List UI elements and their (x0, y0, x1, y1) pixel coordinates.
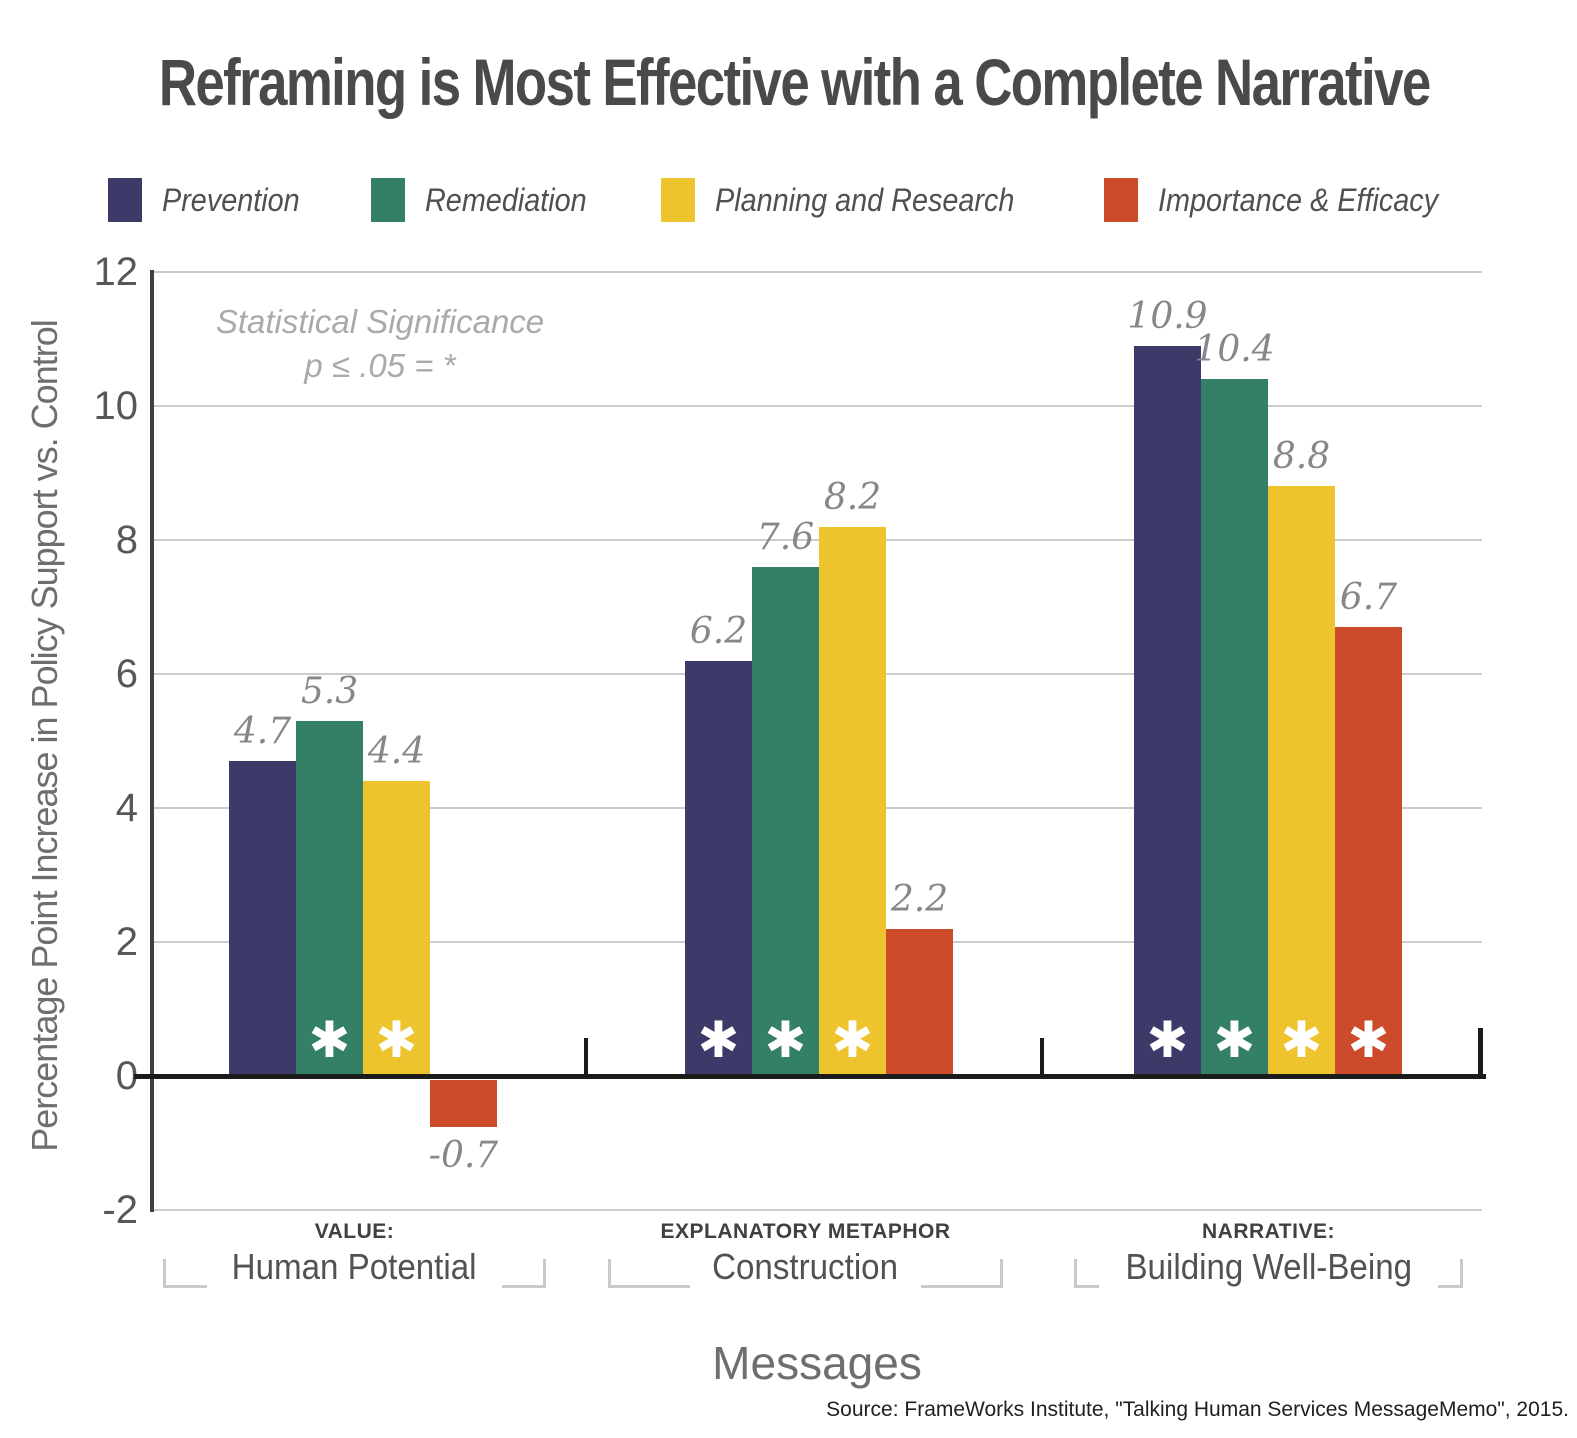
group-label: NARRATIVE: Building Well-Being (1074, 1220, 1464, 1288)
group-bracket-right (1438, 1258, 1464, 1288)
gridline (150, 405, 1482, 407)
bar-value-label: 10.9 (1127, 295, 1208, 337)
legend-label: Planning and Research (714, 181, 1015, 218)
group-kicker: EXPLANATORY METAPHOR (660, 1220, 951, 1243)
bar-value-label: -0.7 (428, 1134, 499, 1176)
x-axis-title: Messages (712, 1337, 922, 1389)
group-label-row: Building Well-Being (1074, 1246, 1464, 1288)
bar (886, 928, 953, 1076)
bar (296, 720, 363, 1076)
bar-value-label: 6.7 (1339, 577, 1398, 619)
y-tick-label: 6 (115, 652, 138, 696)
bar (363, 781, 430, 1076)
legend-swatch (1103, 178, 1138, 222)
bar-value-label: 8.8 (1272, 436, 1331, 478)
group-divider-tick (584, 1038, 588, 1074)
group-bracket-right (501, 1258, 546, 1288)
bar (1268, 486, 1335, 1076)
bar (819, 526, 886, 1076)
significance-note-line2: p ≤ .05 = * (304, 347, 456, 384)
bar (685, 660, 752, 1076)
group-bracket-right (920, 1258, 1004, 1288)
legend: Prevention Remediation Planning and Resear… (0, 178, 1577, 222)
y-tick-label: 0 (115, 1054, 138, 1098)
legend-label: Prevention (162, 181, 300, 218)
significance-asterisk: ✱ (308, 1011, 351, 1069)
group-name: Building Well-Being (1125, 1246, 1412, 1287)
group-bracket-left (608, 1258, 691, 1288)
significance-asterisk: ✱ (1146, 1011, 1189, 1069)
y-tick-label: 4 (115, 786, 138, 830)
bar (430, 1080, 497, 1127)
significance-asterisk: ✱ (697, 1011, 740, 1069)
legend-swatch (108, 178, 143, 222)
group-name: Human Potential (232, 1246, 477, 1287)
group-label: EXPLANATORY METAPHOR Construction (608, 1220, 1004, 1288)
bar (1335, 627, 1402, 1076)
group-divider-tick (1040, 1038, 1044, 1074)
gridline (150, 271, 1482, 273)
axis-end-tick (1478, 1028, 1483, 1074)
significance-asterisk: ✱ (1213, 1011, 1256, 1069)
legend-label: Importance & Efficacy (1157, 181, 1438, 218)
bar (1134, 345, 1201, 1076)
y-tick-label: -2 (102, 1188, 138, 1232)
bar-value-label: 5.3 (300, 670, 359, 712)
legend-item: Planning and Research (660, 178, 1048, 222)
significance-note: Statistical Significance p ≤ .05 = * (160, 300, 600, 388)
bar-value-label: 4.7 (233, 711, 292, 753)
gridline (150, 539, 1482, 541)
bar (1201, 379, 1268, 1076)
bar (752, 566, 819, 1076)
legend-swatch (371, 178, 406, 222)
significance-asterisk: ✱ (375, 1011, 418, 1069)
bar-value-label: 2.2 (890, 878, 949, 920)
bar-value-label: 7.6 (756, 516, 815, 558)
y-axis-line (150, 270, 154, 1212)
group-kicker: VALUE: (314, 1220, 395, 1243)
group-name: Construction (712, 1246, 899, 1287)
bar-value-label: 6.2 (689, 610, 748, 652)
chart-title-wrap: Reframing is Most Effective with a Compl… (0, 44, 1577, 120)
group-kicker: NARRATIVE: (1202, 1220, 1335, 1243)
legend-label: Remediation (425, 181, 587, 218)
group-label-row: Human Potential (163, 1246, 546, 1288)
gridline (150, 1209, 1482, 1211)
source-citation: Source: FrameWorks Institute, "Talking H… (826, 1398, 1569, 1421)
chart-title: Reframing is Most Effective with a Compl… (158, 45, 1431, 119)
y-tick-label: 8 (115, 518, 138, 562)
bar (229, 761, 296, 1076)
bar-value-label: 4.4 (367, 731, 426, 773)
significance-asterisk: ✱ (764, 1011, 807, 1069)
significance-note-line1: Statistical Significance (215, 303, 545, 340)
bar-value-label: 8.2 (823, 476, 882, 518)
legend-item: Remediation (371, 178, 605, 222)
significance-asterisk: ✱ (831, 1011, 874, 1069)
significance-asterisk: ✱ (1280, 1011, 1323, 1069)
y-tick-label: 10 (93, 384, 139, 428)
bar-value-label: 10.4 (1194, 329, 1275, 371)
y-tick-label: 2 (115, 920, 138, 964)
significance-asterisk: ✱ (1347, 1011, 1390, 1069)
x-axis-baseline (134, 1074, 1486, 1079)
group-bracket-left (1074, 1258, 1099, 1288)
group-bracket-left (163, 1258, 208, 1288)
group-label-row: Construction (608, 1246, 1004, 1288)
legend-item: Prevention (108, 178, 315, 222)
legend-item: Importance & Efficacy (1103, 178, 1469, 222)
legend-swatch (660, 178, 695, 222)
y-tick-label: 12 (93, 250, 139, 294)
group-label: VALUE: Human Potential (163, 1220, 546, 1288)
